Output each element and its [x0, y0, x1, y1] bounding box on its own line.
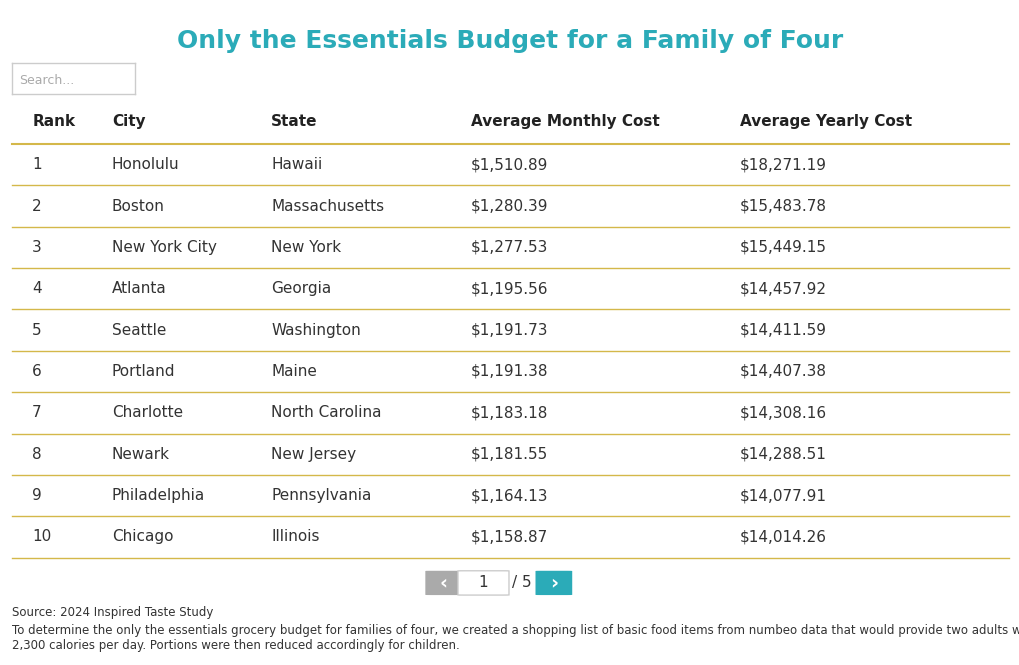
Text: $1,191.73: $1,191.73 [470, 323, 547, 338]
Text: $1,181.55: $1,181.55 [470, 447, 547, 462]
Text: To determine the only the essentials grocery budget for families of four, we cre: To determine the only the essentials gro… [12, 624, 1019, 652]
Text: Pennsylvania: Pennsylvania [271, 488, 371, 503]
Text: $15,449.15: $15,449.15 [739, 240, 826, 255]
Text: Search...: Search... [19, 74, 74, 86]
Text: Chicago: Chicago [112, 529, 173, 545]
Text: $1,280.39: $1,280.39 [470, 199, 547, 213]
Text: $1,191.38: $1,191.38 [470, 364, 547, 379]
Text: State: State [271, 114, 318, 128]
Text: $14,077.91: $14,077.91 [739, 488, 826, 503]
Text: $14,411.59: $14,411.59 [739, 323, 826, 338]
Text: $1,164.13: $1,164.13 [470, 488, 547, 503]
Text: $14,308.16: $14,308.16 [739, 406, 826, 420]
Text: Boston: Boston [112, 199, 165, 213]
Text: $14,407.38: $14,407.38 [739, 364, 826, 379]
Text: Philadelphia: Philadelphia [112, 488, 205, 503]
Text: / 5: / 5 [512, 575, 531, 591]
Text: Atlanta: Atlanta [112, 281, 166, 296]
Text: $1,158.87: $1,158.87 [470, 529, 547, 545]
Text: New York: New York [271, 240, 341, 255]
Text: 1: 1 [478, 575, 488, 591]
Text: 4: 4 [33, 281, 42, 296]
Text: New York City: New York City [112, 240, 217, 255]
Text: Rank: Rank [33, 114, 75, 128]
Text: $15,483.78: $15,483.78 [739, 199, 826, 213]
Text: Massachusetts: Massachusetts [271, 199, 384, 213]
Text: 7: 7 [33, 406, 42, 420]
Text: Hawaii: Hawaii [271, 157, 322, 172]
Text: $1,195.56: $1,195.56 [470, 281, 547, 296]
Text: Charlotte: Charlotte [112, 406, 182, 420]
Text: $1,183.18: $1,183.18 [470, 406, 547, 420]
Text: $1,510.89: $1,510.89 [470, 157, 547, 172]
Text: Illinois: Illinois [271, 529, 320, 545]
Text: Georgia: Georgia [271, 281, 331, 296]
Text: Average Monthly Cost: Average Monthly Cost [470, 114, 658, 128]
Text: 9: 9 [33, 488, 42, 503]
Text: $14,457.92: $14,457.92 [739, 281, 826, 296]
Text: Source: 2024 Inspired Taste Study: Source: 2024 Inspired Taste Study [12, 606, 213, 620]
Text: ‹: ‹ [439, 573, 447, 593]
Text: 1: 1 [33, 157, 42, 172]
Text: Average Yearly Cost: Average Yearly Cost [739, 114, 911, 128]
Text: North Carolina: North Carolina [271, 406, 381, 420]
Text: Only the Essentials Budget for a Family of Four: Only the Essentials Budget for a Family … [176, 29, 843, 53]
Text: 5: 5 [33, 323, 42, 338]
FancyBboxPatch shape [535, 571, 572, 595]
Text: 6: 6 [33, 364, 42, 379]
Text: 10: 10 [33, 529, 51, 545]
Text: 8: 8 [33, 447, 42, 462]
Text: $1,277.53: $1,277.53 [470, 240, 547, 255]
Text: Seattle: Seattle [112, 323, 166, 338]
Text: $14,014.26: $14,014.26 [739, 529, 826, 545]
Text: 3: 3 [33, 240, 42, 255]
FancyBboxPatch shape [458, 571, 508, 595]
Text: $14,288.51: $14,288.51 [739, 447, 825, 462]
Text: Washington: Washington [271, 323, 361, 338]
Text: Newark: Newark [112, 447, 170, 462]
FancyBboxPatch shape [425, 571, 462, 595]
Text: New Jersey: New Jersey [271, 447, 356, 462]
Text: ›: › [549, 573, 557, 593]
Text: Portland: Portland [112, 364, 175, 379]
Text: Honolulu: Honolulu [112, 157, 179, 172]
Text: Maine: Maine [271, 364, 317, 379]
Text: $18,271.19: $18,271.19 [739, 157, 826, 172]
Text: 2: 2 [33, 199, 42, 213]
Text: City: City [112, 114, 146, 128]
